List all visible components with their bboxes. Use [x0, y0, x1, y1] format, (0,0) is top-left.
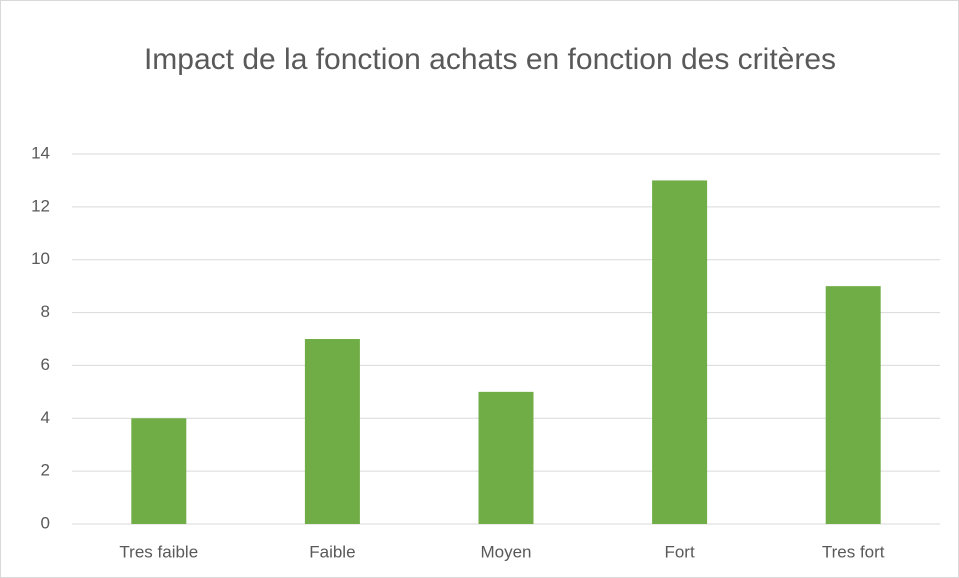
bar: [825, 286, 881, 524]
y-tick-label: 12: [31, 196, 50, 215]
bar: [131, 418, 187, 524]
y-tick-label: 6: [41, 355, 50, 374]
x-tick-label: Tres fort: [822, 542, 885, 561]
y-tick-label: 0: [41, 513, 50, 532]
x-tick-label: Faible: [309, 542, 355, 561]
x-tick-label: Tres faible: [119, 542, 198, 561]
bar: [652, 180, 708, 524]
bar: [478, 391, 534, 524]
chart-title: Impact de la fonction achats en fonction…: [143, 43, 837, 76]
y-tick-label: 8: [41, 302, 50, 321]
y-tick-label: 2: [41, 461, 50, 480]
bar: [304, 339, 360, 524]
x-tick-label: Moyen: [480, 542, 531, 561]
x-tick-label: Fort: [664, 542, 695, 561]
y-tick-label: 10: [31, 249, 50, 268]
y-tick-label: 4: [41, 408, 50, 427]
y-tick-label: 14: [31, 143, 50, 162]
